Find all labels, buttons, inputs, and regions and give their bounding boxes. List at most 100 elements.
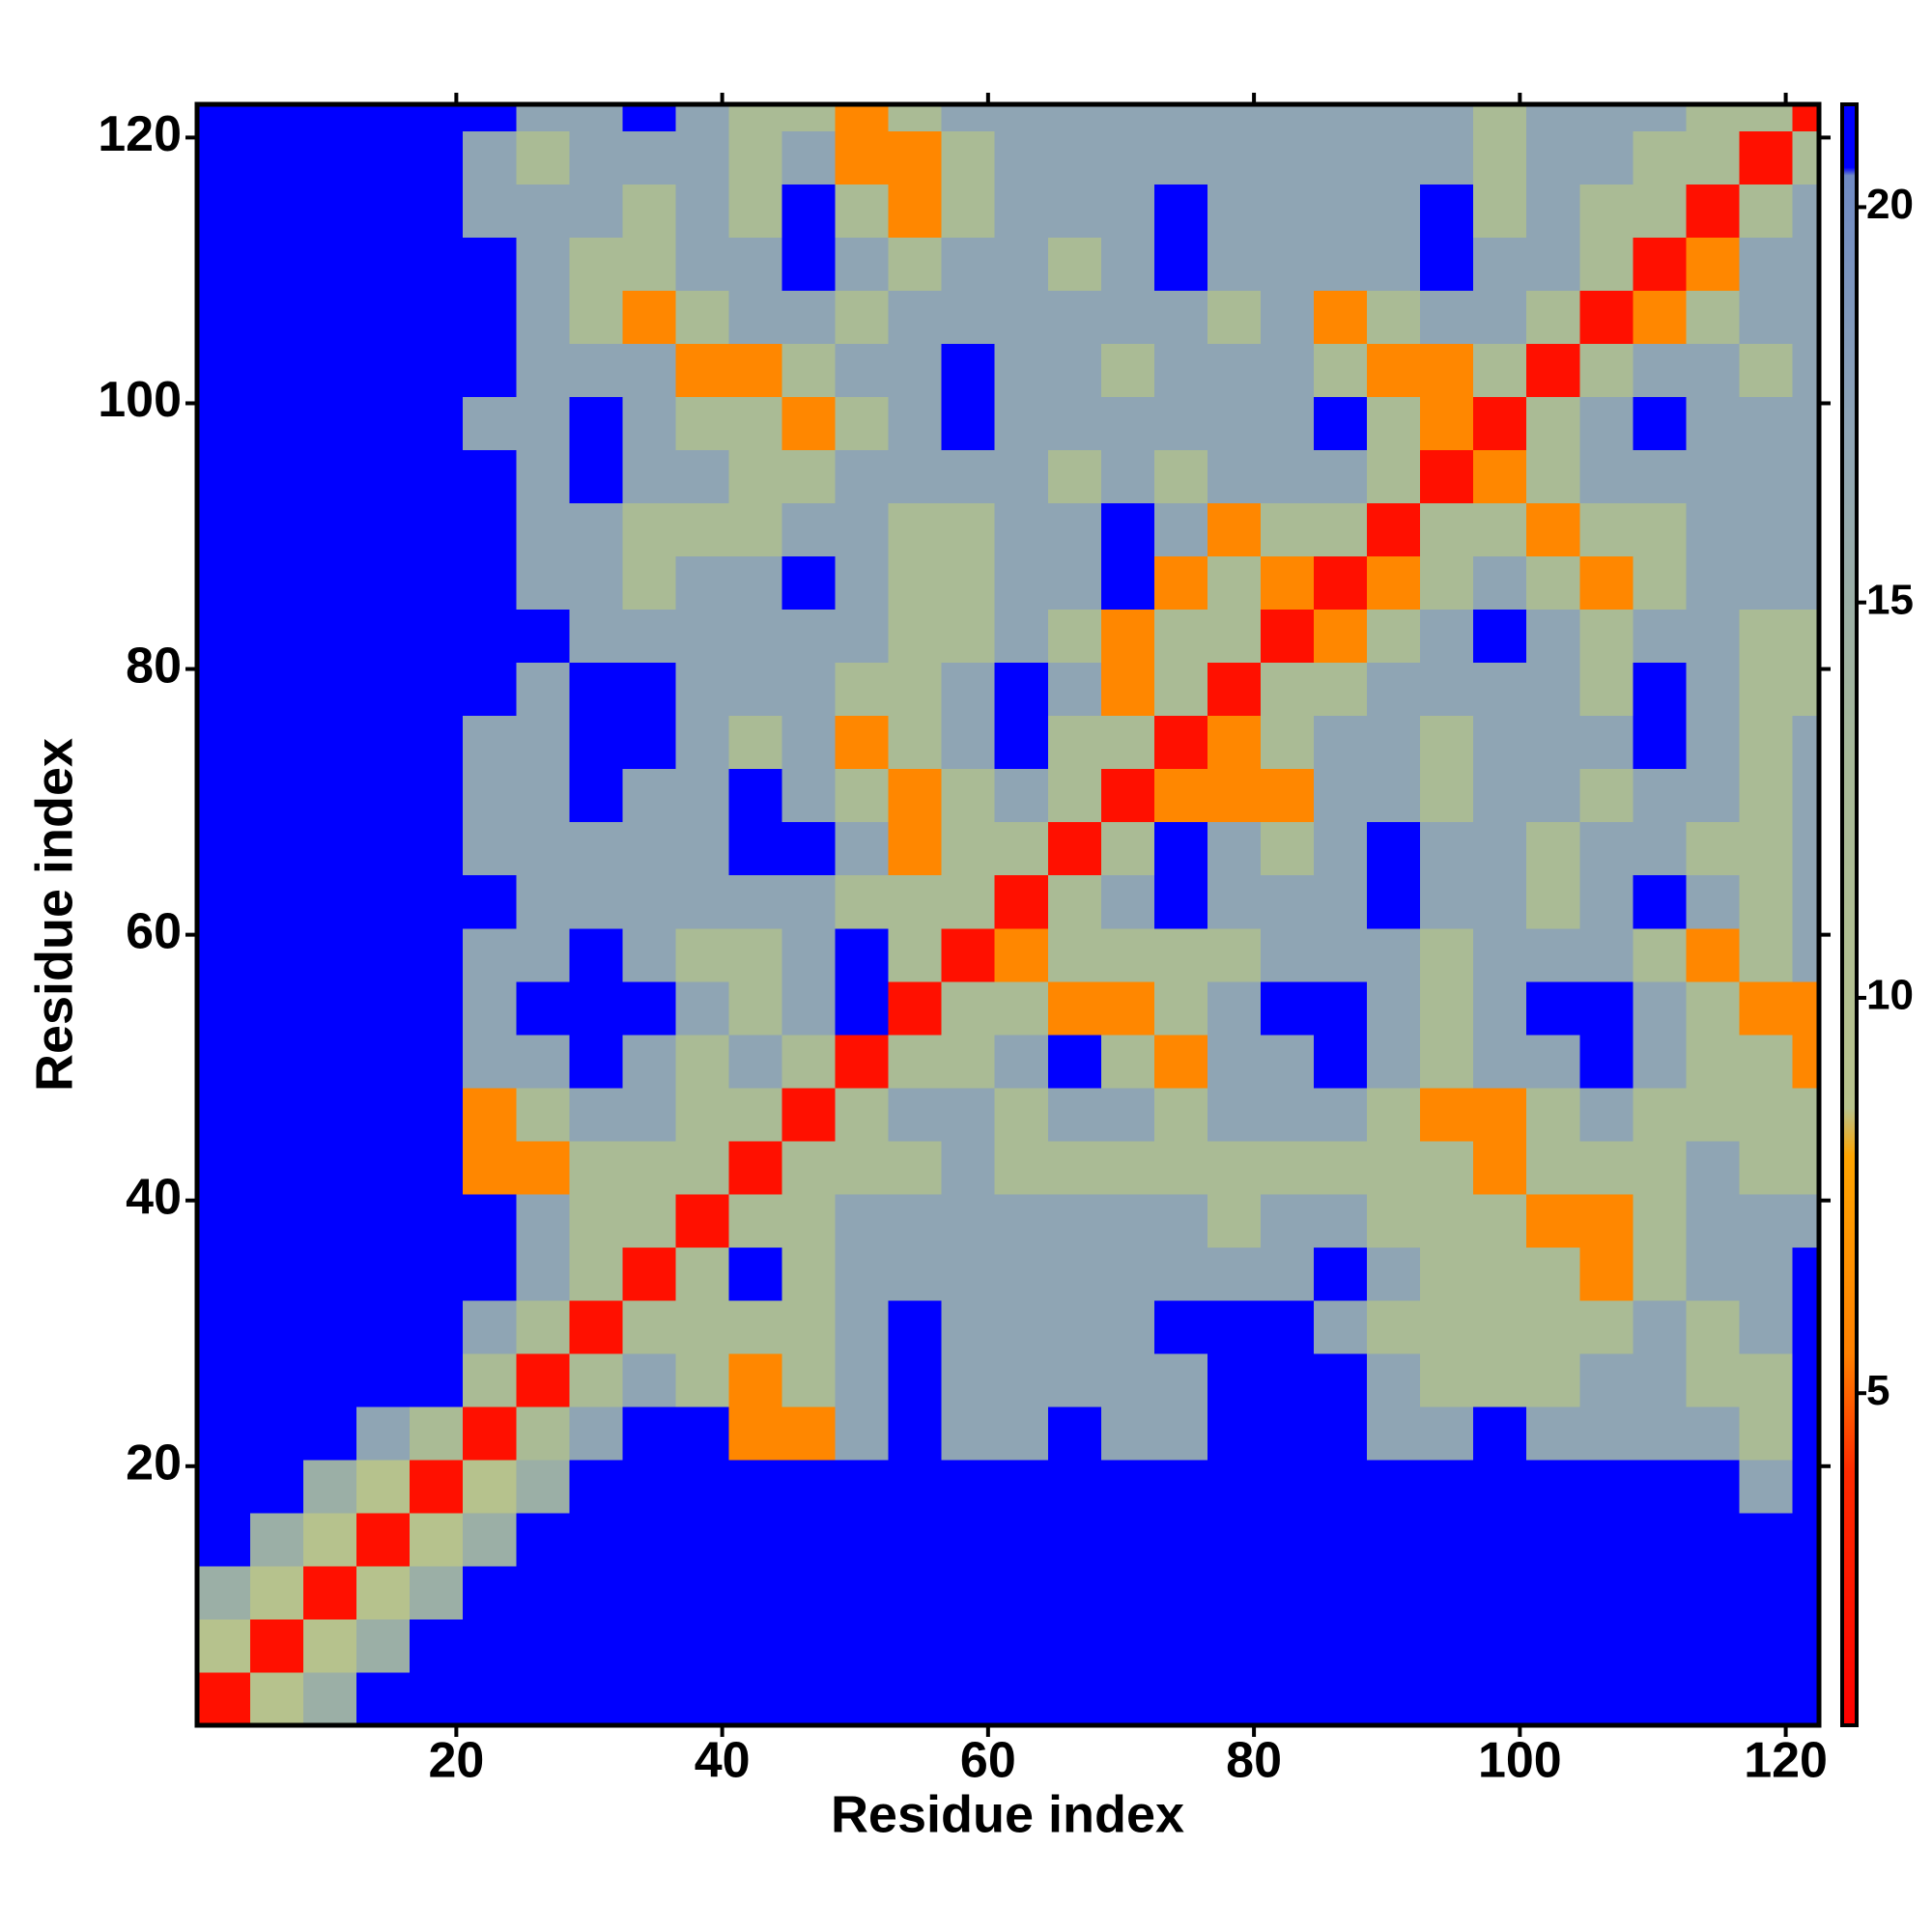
heatmap-cell (1686, 980, 1740, 1036)
heatmap-cell (1420, 184, 1474, 239)
heatmap-cell (728, 1299, 783, 1354)
heatmap-cell (569, 1352, 623, 1407)
heatmap-cell (356, 1246, 411, 1301)
heatmap-cell (1314, 130, 1368, 185)
heatmap-cell (941, 1193, 996, 1248)
heatmap-cell (622, 184, 676, 239)
heatmap-cell (410, 1087, 464, 1142)
heatmap-cell (1100, 1193, 1155, 1248)
heatmap-cell (1633, 715, 1687, 770)
heatmap-cell (1367, 1406, 1421, 1461)
heatmap-cell (1579, 396, 1634, 451)
heatmap-cell (303, 502, 357, 557)
heatmap-cell (1473, 449, 1527, 504)
heatmap-cell (888, 396, 943, 451)
heatmap-cell (1153, 1459, 1208, 1514)
heatmap-cell (197, 130, 251, 185)
heatmap-cell (1792, 609, 1820, 664)
heatmap-cell (888, 1193, 943, 1248)
heatmap-cell (941, 980, 996, 1036)
heatmap-cell (1473, 662, 1527, 717)
heatmap-cell (410, 104, 464, 132)
heatmap-cell (303, 1299, 357, 1354)
heatmap-cell (303, 1352, 357, 1407)
heatmap-cell (622, 290, 676, 345)
heatmap-cell (1526, 821, 1580, 876)
heatmap-cell (675, 609, 729, 664)
heatmap-cell (1100, 1246, 1155, 1301)
heatmap-cell (835, 1671, 890, 1726)
heatmap-cell (888, 1246, 943, 1301)
heatmap-cell (675, 104, 729, 132)
heatmap-cell (197, 1565, 251, 1620)
heatmap-cell (781, 715, 837, 770)
heatmap-cell (250, 1246, 304, 1301)
heatmap-cell (622, 1140, 676, 1195)
heatmap-cell (1100, 449, 1155, 504)
heatmap-cell (675, 662, 729, 717)
heatmap-cell (994, 980, 1049, 1036)
colorbar-tick-label: 5 (1866, 1367, 1889, 1414)
heatmap-cell (675, 1352, 729, 1407)
heatmap-cell (516, 874, 570, 929)
heatmap-cell (250, 1352, 304, 1407)
heatmap-cell (1579, 715, 1634, 770)
heatmap-cell (994, 1406, 1049, 1461)
heatmap-cell (410, 502, 464, 557)
heatmap-cell (994, 715, 1049, 770)
heatmap-cell (356, 184, 411, 239)
heatmap-cell (569, 1618, 623, 1673)
heatmap-cell (781, 1459, 837, 1514)
heatmap-cell (1153, 662, 1208, 717)
heatmap-cell (1153, 1352, 1208, 1407)
heatmap-cell (1207, 1246, 1262, 1301)
heatmap-cell (1367, 1565, 1421, 1620)
heatmap-cell (1260, 980, 1315, 1036)
heatmap-cell (356, 502, 411, 557)
heatmap-cell (1579, 104, 1634, 132)
heatmap-cell (356, 1193, 411, 1248)
heatmap-cell (941, 927, 996, 982)
heatmap-cell (675, 1299, 729, 1354)
heatmap-cell (1260, 609, 1315, 664)
heatmap-cell (1633, 1034, 1687, 1089)
heatmap-cell (250, 821, 304, 876)
heatmap-cell (835, 1459, 890, 1514)
heatmap-cell (1047, 980, 1102, 1036)
heatmap-cell (1633, 502, 1687, 557)
heatmap-cell (1633, 874, 1687, 929)
heatmap-cell (1792, 927, 1820, 982)
heatmap-cell (888, 1299, 943, 1354)
heatmap-cell (356, 104, 411, 132)
heatmap-cell (728, 1246, 783, 1301)
heatmap-cell (888, 662, 943, 717)
heatmap-cell (781, 768, 837, 823)
heatmap-cell (1739, 1352, 1793, 1407)
heatmap-cell (622, 1087, 676, 1142)
heatmap-cell (1739, 1565, 1793, 1620)
heatmap-cell (1314, 1193, 1368, 1248)
heatmap-cell (1686, 609, 1740, 664)
heatmap-cell (1260, 449, 1315, 504)
heatmap-cell (463, 1299, 517, 1354)
heatmap-cell (941, 1671, 996, 1726)
heatmap-cell (941, 343, 996, 398)
heatmap-cell (781, 449, 837, 504)
heatmap-cell (197, 874, 251, 929)
heatmap-cell (1526, 927, 1580, 982)
heatmap-cell (1047, 104, 1102, 132)
heatmap-cell (463, 821, 517, 876)
heatmap-cell (197, 502, 251, 557)
heatmap-cell (781, 237, 837, 292)
heatmap-cell (1260, 1565, 1315, 1620)
heatmap-cell (1100, 768, 1155, 823)
heatmap-cell (250, 343, 304, 398)
heatmap-cell (516, 1193, 570, 1248)
heatmap-cell (303, 1140, 357, 1195)
heatmap-cell (569, 768, 623, 823)
heatmap-cell (622, 715, 676, 770)
heatmap-cell (569, 874, 623, 929)
heatmap-cell (1207, 980, 1262, 1036)
heatmap-cell (1526, 396, 1580, 451)
